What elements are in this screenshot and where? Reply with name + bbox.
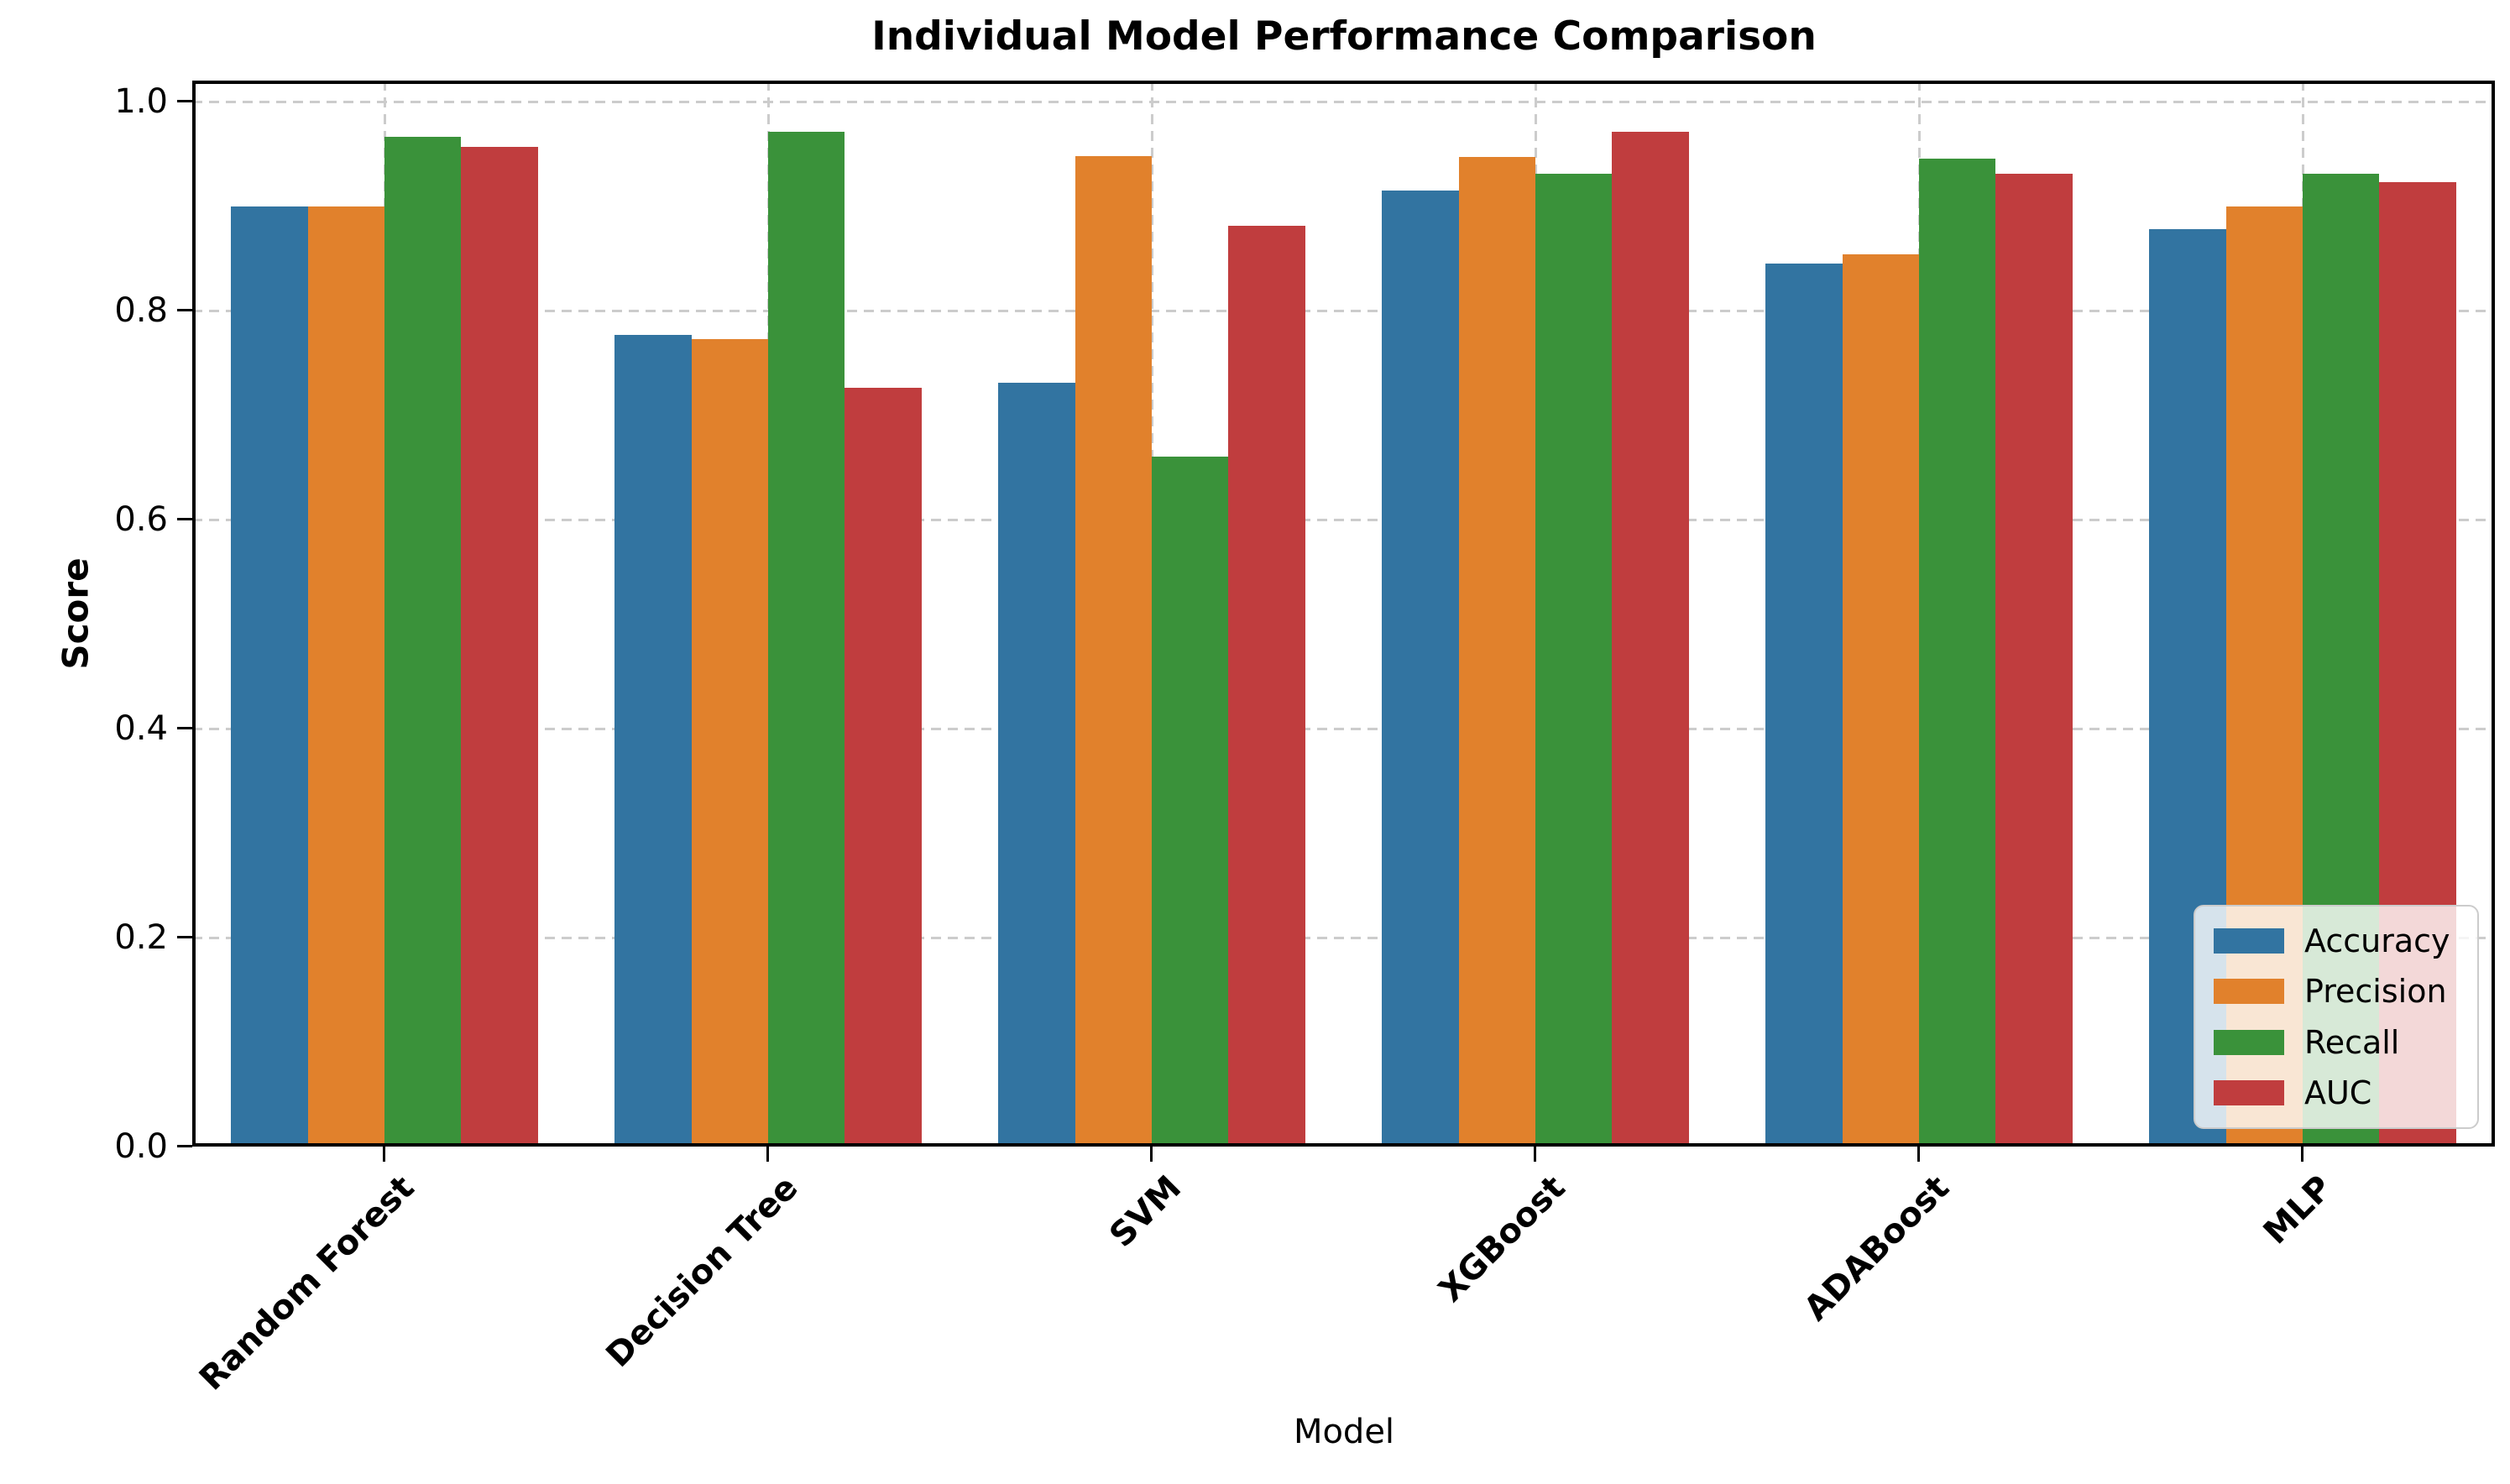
- bar-auc-svm: [1228, 226, 1305, 1147]
- bar-accuracy-xgboost: [1382, 190, 1459, 1147]
- y-tick: [177, 1145, 192, 1147]
- bar-auc-random-forest: [461, 146, 538, 1147]
- legend-item: AUC: [2214, 1076, 2477, 1110]
- bar-recall-svm: [1152, 457, 1229, 1147]
- y-tick-label: 0.6: [114, 500, 168, 539]
- legend-label: AUC: [2304, 1074, 2372, 1112]
- bar-accuracy-random-forest: [231, 206, 308, 1147]
- x-tick: [1534, 1147, 1536, 1162]
- legend-label: Recall: [2304, 1023, 2400, 1061]
- y-tick: [177, 727, 192, 729]
- x-tick-label: MLP: [2256, 1168, 2340, 1252]
- legend-item: Precision: [2214, 975, 2477, 1008]
- bar-auc-adaboost: [1995, 173, 2073, 1147]
- y-gridline: [192, 101, 2495, 103]
- bar-recall-decision-tree: [768, 132, 845, 1147]
- legend-swatch: [2214, 928, 2284, 954]
- bar-accuracy-adaboost: [1765, 263, 1843, 1147]
- y-gridline: [192, 310, 2495, 312]
- x-tick-label: XGBoost: [1431, 1168, 1573, 1310]
- x-tick: [1150, 1147, 1153, 1162]
- y-tick: [177, 100, 192, 102]
- legend-swatch: [2214, 979, 2284, 1005]
- x-axis-label: Model: [1293, 1413, 1395, 1451]
- axis-spine-top: [192, 81, 2495, 84]
- axis-spine-left: [192, 81, 196, 1147]
- x-tick-label: Random Forest: [191, 1168, 422, 1398]
- legend: Accuracy Precision Recall AUC: [2194, 905, 2479, 1129]
- x-tick-label: Decision Tree: [599, 1168, 806, 1376]
- x-tick-label: SVM: [1102, 1168, 1190, 1255]
- bar-auc-xgboost: [1612, 132, 1689, 1147]
- chart-title: Individual Model Performance Comparison: [871, 13, 1817, 60]
- legend-label: Accuracy: [2304, 922, 2450, 959]
- y-gridline: [192, 937, 2495, 939]
- bar-precision-svm: [1075, 155, 1152, 1147]
- y-tick: [177, 309, 192, 311]
- y-tick: [177, 518, 192, 520]
- x-tick: [766, 1147, 769, 1162]
- legend-item: Recall: [2214, 1026, 2477, 1059]
- legend-label: Precision: [2304, 973, 2447, 1011]
- bar-precision-random-forest: [307, 206, 384, 1147]
- x-tick: [2301, 1147, 2303, 1162]
- y-gridline: [192, 728, 2495, 730]
- bar-accuracy-decision-tree: [614, 334, 692, 1147]
- legend-swatch: [2214, 1080, 2284, 1106]
- x-tick: [1917, 1147, 1920, 1162]
- bar-precision-decision-tree: [691, 338, 768, 1147]
- y-tick-label: 0.4: [114, 709, 168, 748]
- bar-recall-random-forest: [384, 137, 462, 1147]
- y-tick-label: 0.0: [114, 1127, 168, 1166]
- x-tick-label: ADABoost: [1796, 1168, 1957, 1329]
- bar-auc-decision-tree: [845, 388, 922, 1147]
- y-gridline: [192, 519, 2495, 521]
- y-tick-label: 0.8: [114, 291, 168, 330]
- axis-spine-bottom: [192, 1143, 2495, 1147]
- bar-accuracy-svm: [998, 382, 1075, 1147]
- x-tick: [383, 1147, 385, 1162]
- bar-precision-adaboost: [1842, 253, 1919, 1147]
- bar-precision-xgboost: [1458, 157, 1535, 1147]
- bar-recall-xgboost: [1535, 173, 1613, 1147]
- bar-recall-adaboost: [1919, 159, 1996, 1147]
- y-tick: [177, 936, 192, 938]
- legend-item: Accuracy: [2214, 924, 2477, 958]
- y-axis-label: Score: [55, 557, 97, 670]
- y-tick-label: 0.2: [114, 918, 168, 957]
- axis-spine-right: [2492, 81, 2495, 1147]
- legend-swatch: [2214, 1029, 2284, 1055]
- y-tick-label: 1.0: [114, 82, 168, 121]
- plot-area: [192, 81, 2495, 1147]
